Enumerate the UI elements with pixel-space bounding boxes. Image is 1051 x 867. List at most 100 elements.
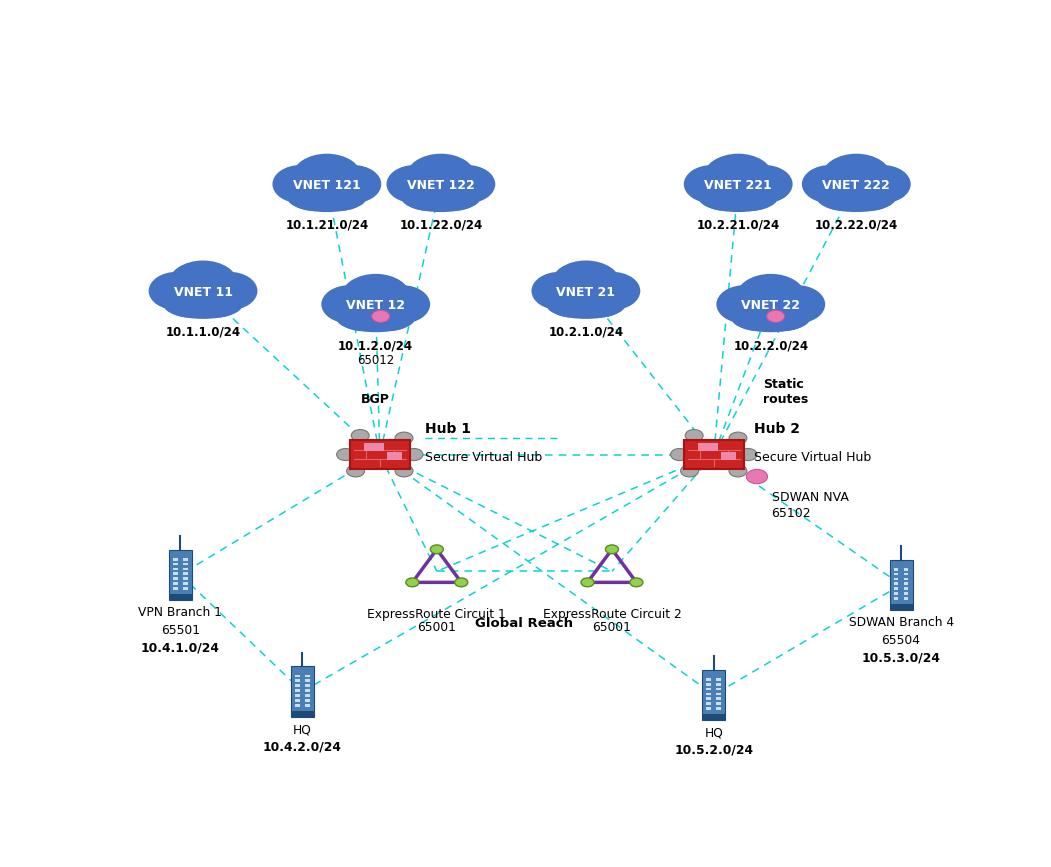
FancyBboxPatch shape <box>295 684 300 687</box>
Ellipse shape <box>802 165 859 204</box>
Ellipse shape <box>685 429 703 441</box>
Ellipse shape <box>292 153 362 201</box>
Ellipse shape <box>193 284 242 317</box>
Ellipse shape <box>699 186 778 212</box>
Ellipse shape <box>818 178 866 211</box>
FancyBboxPatch shape <box>295 699 300 701</box>
FancyBboxPatch shape <box>169 594 191 600</box>
FancyBboxPatch shape <box>183 587 187 590</box>
FancyBboxPatch shape <box>183 572 187 575</box>
FancyBboxPatch shape <box>365 443 384 451</box>
FancyBboxPatch shape <box>350 440 410 469</box>
Ellipse shape <box>148 271 205 310</box>
FancyBboxPatch shape <box>183 577 187 580</box>
Ellipse shape <box>766 310 785 323</box>
FancyBboxPatch shape <box>183 568 187 570</box>
FancyBboxPatch shape <box>893 592 899 595</box>
FancyBboxPatch shape <box>173 557 178 561</box>
FancyBboxPatch shape <box>890 560 912 610</box>
FancyBboxPatch shape <box>904 587 908 590</box>
Ellipse shape <box>671 448 688 460</box>
Text: 10.4.2.0/24: 10.4.2.0/24 <box>263 740 342 753</box>
FancyBboxPatch shape <box>183 563 187 565</box>
FancyBboxPatch shape <box>173 582 178 585</box>
Ellipse shape <box>731 306 810 332</box>
Ellipse shape <box>341 274 411 322</box>
Text: HQ: HQ <box>704 727 723 740</box>
FancyBboxPatch shape <box>717 707 721 710</box>
Ellipse shape <box>288 178 336 211</box>
Text: VNET 21: VNET 21 <box>556 286 616 299</box>
FancyBboxPatch shape <box>387 452 401 460</box>
FancyBboxPatch shape <box>904 568 908 570</box>
Text: 10.2.2.0/24: 10.2.2.0/24 <box>734 339 808 352</box>
FancyBboxPatch shape <box>295 680 300 682</box>
Ellipse shape <box>347 465 365 477</box>
Ellipse shape <box>366 297 415 331</box>
Ellipse shape <box>322 285 378 323</box>
FancyBboxPatch shape <box>706 688 712 690</box>
Text: 10.2.21.0/24: 10.2.21.0/24 <box>697 218 780 231</box>
Text: 10.1.22.0/24: 10.1.22.0/24 <box>399 218 482 231</box>
Ellipse shape <box>605 545 618 554</box>
FancyBboxPatch shape <box>169 550 191 600</box>
Ellipse shape <box>846 178 895 211</box>
Ellipse shape <box>325 165 382 204</box>
Ellipse shape <box>288 186 366 212</box>
Ellipse shape <box>373 285 430 323</box>
FancyBboxPatch shape <box>706 693 712 695</box>
FancyBboxPatch shape <box>295 675 300 677</box>
FancyBboxPatch shape <box>717 678 721 681</box>
Text: 10.4.1.0/24: 10.4.1.0/24 <box>141 641 220 654</box>
Ellipse shape <box>630 578 643 587</box>
Text: Secure Virtual Hub: Secure Virtual Hub <box>755 451 871 464</box>
Text: VNET 121: VNET 121 <box>293 179 360 192</box>
Ellipse shape <box>736 165 792 204</box>
Text: SDWAN NVA: SDWAN NVA <box>771 492 848 505</box>
FancyBboxPatch shape <box>702 670 725 720</box>
Ellipse shape <box>351 429 369 441</box>
FancyBboxPatch shape <box>305 689 310 692</box>
Text: VNET 122: VNET 122 <box>407 179 475 192</box>
Ellipse shape <box>336 306 415 332</box>
FancyBboxPatch shape <box>305 704 310 707</box>
Ellipse shape <box>768 285 825 323</box>
Text: VNET 12: VNET 12 <box>346 299 406 312</box>
Ellipse shape <box>406 153 476 201</box>
Ellipse shape <box>699 178 748 211</box>
FancyBboxPatch shape <box>904 592 908 595</box>
FancyBboxPatch shape <box>295 694 300 697</box>
FancyBboxPatch shape <box>904 577 908 580</box>
FancyBboxPatch shape <box>717 683 721 686</box>
Ellipse shape <box>532 271 589 310</box>
FancyBboxPatch shape <box>305 684 310 687</box>
Ellipse shape <box>401 186 480 212</box>
Text: VNET 222: VNET 222 <box>823 179 890 192</box>
FancyBboxPatch shape <box>706 702 712 705</box>
Ellipse shape <box>430 545 444 554</box>
Text: 10.5.2.0/24: 10.5.2.0/24 <box>675 744 754 757</box>
FancyBboxPatch shape <box>904 572 908 576</box>
FancyBboxPatch shape <box>706 683 712 686</box>
Text: SDWAN Branch 4: SDWAN Branch 4 <box>848 616 953 629</box>
FancyBboxPatch shape <box>717 697 721 701</box>
Ellipse shape <box>739 448 757 460</box>
Ellipse shape <box>728 178 778 211</box>
Text: 10.2.1.0/24: 10.2.1.0/24 <box>549 326 623 339</box>
Text: Hub 2: Hub 2 <box>755 422 801 436</box>
Text: 65501: 65501 <box>161 623 200 636</box>
Text: Hub 1: Hub 1 <box>425 422 471 436</box>
FancyBboxPatch shape <box>717 693 721 695</box>
Text: VNET 11: VNET 11 <box>173 286 232 299</box>
Text: 10.5.3.0/24: 10.5.3.0/24 <box>862 651 941 664</box>
Ellipse shape <box>372 310 390 323</box>
Ellipse shape <box>336 297 386 331</box>
Ellipse shape <box>164 284 212 317</box>
Text: Global Reach: Global Reach <box>475 617 574 630</box>
Ellipse shape <box>547 292 625 319</box>
FancyBboxPatch shape <box>893 568 899 570</box>
Text: 65001: 65001 <box>417 622 456 635</box>
Text: 65012: 65012 <box>357 355 394 368</box>
Ellipse shape <box>431 178 480 211</box>
Ellipse shape <box>576 284 625 317</box>
